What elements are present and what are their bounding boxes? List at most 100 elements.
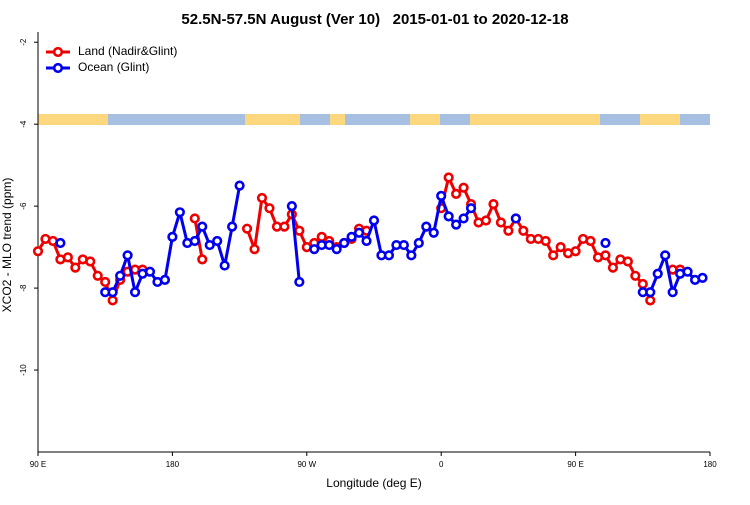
data-point	[189, 213, 200, 224]
map-strip	[38, 114, 710, 125]
data-point	[324, 239, 335, 251]
data-point	[413, 237, 424, 249]
data-point	[510, 213, 521, 224]
data-point	[465, 203, 477, 214]
x-axis-label: Longitude (deg E)	[326, 476, 421, 490]
ocean-strip	[680, 114, 710, 125]
x-tick-label: 90 W	[297, 460, 316, 469]
legend-label: Ocean (Glint)	[78, 60, 149, 74]
data-point	[451, 188, 462, 199]
data-point	[286, 201, 297, 212]
data-point	[667, 287, 678, 298]
data-point	[346, 231, 357, 242]
data-point	[115, 270, 126, 281]
data-point	[279, 221, 290, 232]
data-point	[92, 270, 103, 281]
series	[55, 180, 708, 298]
data-point	[600, 237, 611, 249]
data-point	[645, 295, 656, 306]
data-point	[495, 217, 507, 228]
chart-title: 52.5N-57.5N August (Ver 10) 2015-01-01 t…	[181, 11, 568, 28]
data-point	[697, 272, 708, 283]
data-point	[339, 237, 350, 249]
data-point	[144, 266, 156, 277]
data-point	[294, 225, 305, 236]
data-point	[107, 287, 118, 298]
data-point	[488, 198, 499, 210]
data-point	[622, 256, 633, 267]
data-point	[107, 295, 118, 306]
data-point	[630, 270, 641, 281]
data-point	[421, 221, 432, 232]
data-point	[436, 190, 447, 202]
data-point	[458, 213, 469, 224]
data-point	[249, 244, 260, 255]
y-axis-label: XCO2 - MLO trend (ppm)	[0, 178, 14, 313]
data-point	[55, 237, 66, 249]
data-point	[570, 246, 581, 257]
y-tick-label: -6	[19, 202, 28, 210]
data-point	[129, 287, 141, 298]
data-point	[368, 215, 380, 226]
data-point	[428, 227, 439, 238]
data-point	[159, 274, 171, 286]
data-point	[540, 235, 551, 247]
ocean-strip	[300, 114, 330, 125]
x-tick-label: 180	[166, 460, 180, 469]
data-point	[189, 235, 200, 247]
data-point	[443, 172, 454, 183]
data-point	[600, 250, 611, 261]
data-point	[256, 192, 268, 204]
data-point	[548, 250, 559, 261]
series	[32, 172, 686, 306]
y-tick-label: -8	[19, 284, 28, 292]
y-tick-label: -10	[19, 364, 28, 376]
data-point	[197, 254, 208, 265]
ocean-strip	[440, 114, 470, 125]
data-point	[361, 235, 372, 247]
legend-marker	[52, 62, 64, 74]
legend-label: Land (Nadir&Glint)	[78, 44, 177, 58]
data-point	[682, 266, 693, 277]
data-point	[398, 239, 409, 251]
y-tick-label: -2	[19, 38, 28, 46]
data-point	[458, 182, 469, 193]
ocean-strip	[600, 114, 640, 125]
data-point	[62, 252, 73, 263]
x-tick-label: 0	[439, 460, 444, 469]
data-point	[264, 203, 275, 214]
data-point	[70, 262, 81, 273]
data-point	[406, 250, 417, 261]
ocean-strip	[108, 114, 245, 125]
data-point	[241, 223, 253, 234]
data-point	[652, 268, 663, 279]
data-point	[480, 215, 492, 226]
data-point	[204, 239, 215, 251]
data-point	[451, 219, 462, 230]
x-tick-label: 180	[703, 460, 717, 469]
data-point	[219, 260, 230, 271]
data-point	[518, 225, 529, 236]
data-point	[309, 244, 320, 255]
x-tick-label: 90 E	[567, 460, 583, 469]
x-tick-label: 90 E	[30, 460, 46, 469]
data-point	[443, 211, 454, 222]
data-point	[637, 278, 648, 290]
data-point	[212, 235, 223, 247]
y-tick-label: -4	[19, 120, 28, 128]
data-point	[197, 221, 208, 232]
data-point	[122, 250, 133, 261]
data-point	[555, 242, 566, 253]
data-point	[645, 287, 656, 298]
legend-marker	[52, 46, 64, 58]
data-point	[294, 276, 305, 288]
data-point	[503, 225, 514, 236]
data-point	[234, 180, 245, 191]
data-point	[331, 244, 342, 255]
data-point	[227, 221, 238, 232]
data-point	[85, 256, 96, 267]
data-point	[660, 250, 671, 261]
data-point	[100, 276, 111, 288]
data-point	[607, 262, 619, 273]
